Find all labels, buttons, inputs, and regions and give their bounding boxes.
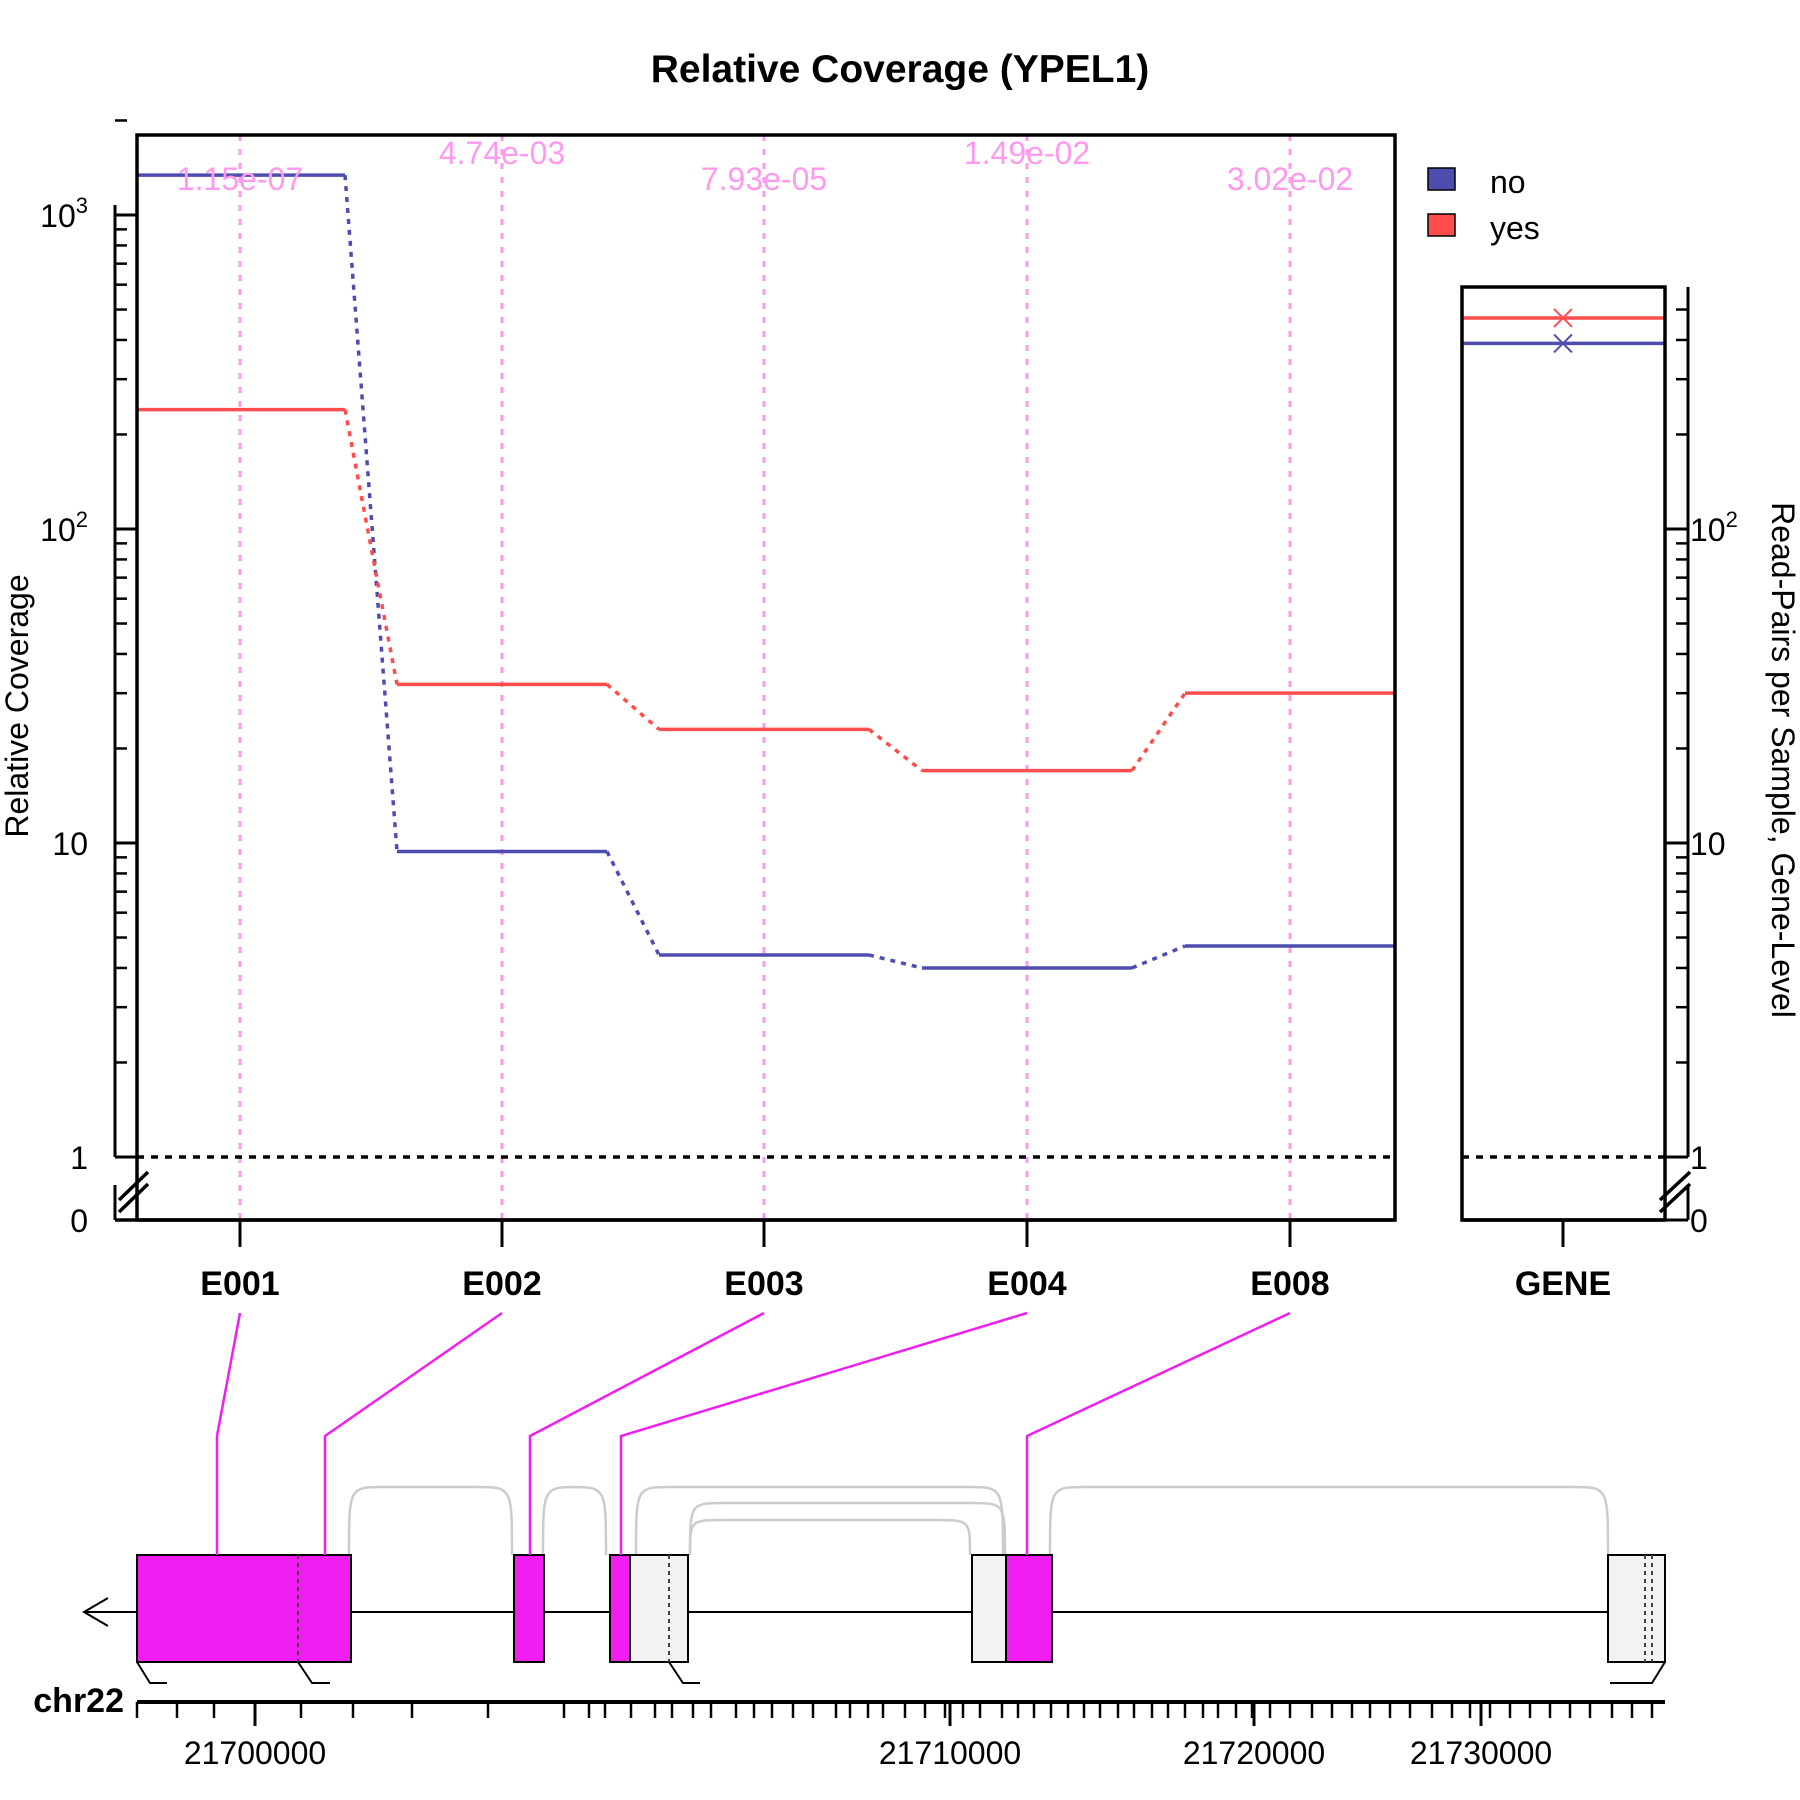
axis-break-mark <box>117 1182 150 1214</box>
gene-level-panel: 0 1 10 102 GENE <box>1460 285 1738 1303</box>
gene-level-marker-yes <box>1553 308 1573 328</box>
chart-title: Relative Coverage (YPEL1) <box>651 48 1150 91</box>
y-tick-label: 1 <box>70 1140 88 1176</box>
exon-box <box>1005 1554 1053 1663</box>
pvalue-label: 3.02e-02 <box>1227 161 1353 197</box>
y-tick-label: 10 <box>52 826 88 862</box>
y-tick-label: 103 <box>40 193 88 234</box>
genome-coordinate-label: 21700000 <box>184 1735 326 1771</box>
genome-coordinate-label: 21720000 <box>1183 1735 1325 1771</box>
x-tick-label-E003: E003 <box>724 1265 803 1303</box>
splice-junction-arc <box>688 1501 1007 1556</box>
exon-label-connector <box>323 1311 503 1555</box>
pvalue-label: 4.74e-03 <box>439 135 565 171</box>
exon-box <box>629 1554 689 1663</box>
gene-panel-frame <box>1460 285 1667 1222</box>
exon-box <box>136 1554 352 1663</box>
splice-junction-arc <box>541 1485 608 1556</box>
main-plot-panel: 1.15e-07 4.74e-03 7.93e-05 1.49e-02 3.02e-02… <box>40 119 1397 1303</box>
transcript-hook <box>297 1661 330 1684</box>
series-connector-no <box>1131 944 1186 970</box>
transcript-hook <box>668 1661 700 1684</box>
y-axis-label: Relative Coverage <box>0 574 35 837</box>
splice-junction-arc <box>688 1518 972 1556</box>
x-tick-label-E004: E004 <box>987 1265 1066 1303</box>
pvalue-label: 1.49e-02 <box>964 135 1090 171</box>
series-connector-no <box>868 953 923 970</box>
gene-y-tick-label: 10 <box>1690 826 1726 862</box>
exon-label-connector <box>619 1311 1028 1555</box>
strand-arrow-icon <box>82 1597 109 1627</box>
x-tick-label-gene: GENE <box>1515 1265 1611 1303</box>
legend: no yes <box>1427 164 1540 246</box>
series-connector-yes <box>343 409 399 685</box>
exon-label-connector <box>528 1311 765 1555</box>
exon-box <box>1607 1554 1666 1663</box>
chromosome-label: chr22 <box>33 1682 124 1720</box>
x-tick-label-E002: E002 <box>462 1265 541 1303</box>
series-connector-yes <box>867 728 924 773</box>
pvalue-label: 1.15e-07 <box>177 161 303 197</box>
exon-box <box>971 1554 1007 1663</box>
y-axis-label-right: Read-Pairs per Sample, Gene-Level <box>1765 502 1800 1018</box>
genome-coordinate-label: 21730000 <box>1410 1735 1552 1771</box>
exon-box <box>513 1554 545 1663</box>
series-connector-yes <box>605 683 661 731</box>
plot-frame <box>135 133 1397 1222</box>
genome-coordinate-label: 21710000 <box>879 1735 1021 1771</box>
gene-y-tick-label: 102 <box>1690 507 1738 548</box>
exon-label-connector <box>1025 1311 1291 1555</box>
splice-junction-arc <box>1048 1485 1610 1556</box>
x-tick-label-E008: E008 <box>1250 1265 1329 1303</box>
splice-junction-arc <box>347 1485 514 1556</box>
gene-level-marker-no <box>1553 333 1573 354</box>
series-connector-yes <box>1130 692 1187 772</box>
legend-label-no: no <box>1490 164 1526 200</box>
splice-junction-arc <box>634 1485 1005 1556</box>
y-tick-label: 0 <box>70 1203 88 1239</box>
gene-axis-break-mark <box>1658 1170 1692 1202</box>
exon-box <box>609 1554 631 1663</box>
legend-swatch-no <box>1427 167 1456 191</box>
gene-axis-break-mark <box>1658 1182 1692 1214</box>
axis-break-mark <box>117 1170 150 1202</box>
transcript-hook <box>1610 1661 1666 1684</box>
gene-annotation-track: 21700000 21710000 21720000 21730000 <box>82 1311 1666 1771</box>
series-connector-no <box>605 850 661 956</box>
y-tick-label: 102 <box>40 507 88 548</box>
transcript-hook <box>136 1661 167 1684</box>
pvalue-label: 7.93e-05 <box>701 161 827 197</box>
legend-swatch-yes <box>1427 213 1456 237</box>
series-connector-no <box>343 174 399 852</box>
legend-label-yes: yes <box>1490 210 1540 246</box>
gene-y-tick-label: 0 <box>1690 1203 1708 1239</box>
x-tick-label-E001: E001 <box>200 1265 279 1303</box>
gene-y-tick-label: 1 <box>1690 1140 1708 1176</box>
exon-label-connector <box>215 1312 242 1555</box>
